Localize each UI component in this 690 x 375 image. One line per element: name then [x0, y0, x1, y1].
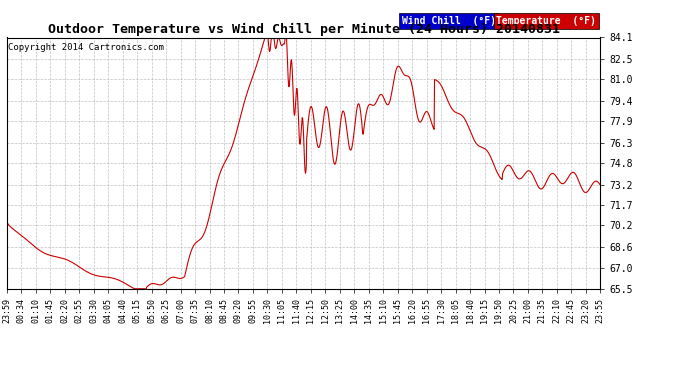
Text: Temperature  (°F): Temperature (°F): [496, 16, 596, 26]
Text: Wind Chill  (°F): Wind Chill (°F): [402, 16, 495, 26]
Text: Copyright 2014 Cartronics.com: Copyright 2014 Cartronics.com: [8, 43, 164, 52]
Title: Outdoor Temperature vs Wind Chill per Minute (24 Hours) 20140831: Outdoor Temperature vs Wind Chill per Mi…: [48, 23, 560, 36]
